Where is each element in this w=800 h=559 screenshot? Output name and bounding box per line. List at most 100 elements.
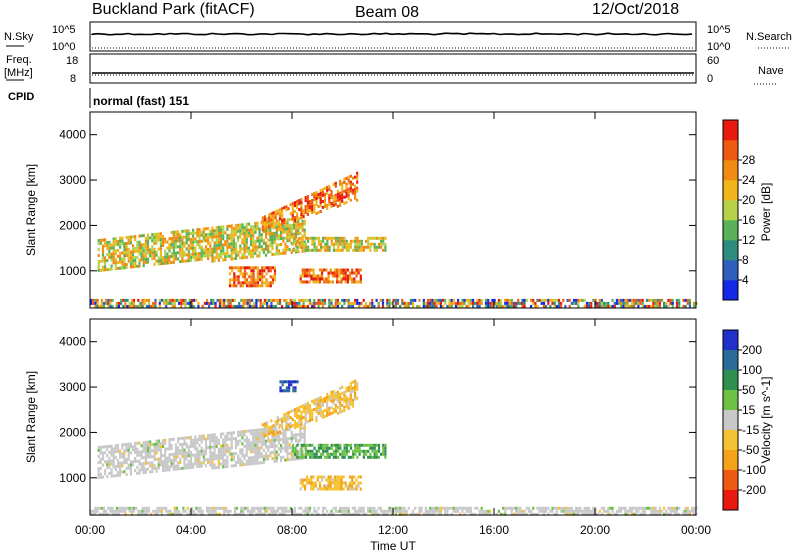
velocity-ylabel: Slant Range [km] [24, 371, 38, 463]
time-tick-label-6: 00:00 [681, 523, 711, 537]
freq-tick-bottom: 8 [70, 73, 76, 85]
power-axis: 1000 2000 3000 4000 [59, 112, 697, 308]
velocity-colorbar-segment-8 [723, 470, 738, 491]
search-tick-bottom: 10^0 [707, 41, 731, 53]
velocity-ytick-label-3000: 3000 [59, 380, 86, 394]
power-echo-region-5 [292, 236, 387, 252]
velocity-colorbar-segment-2 [723, 350, 738, 371]
power-echoes [90, 171, 698, 308]
velocity-colorbar-label-text: Velocity [m s^-1] [759, 377, 773, 464]
date-title: 12/Oct/2018 [592, 1, 679, 18]
time-tick-label-1: 04:00 [176, 523, 206, 537]
cpid-label: CPID [8, 91, 34, 103]
velocity-colorbar-label: Velocity [m s^-1] [759, 377, 773, 464]
time-tick-label-4: 16:00 [479, 523, 509, 537]
power-echo-region-1 [90, 298, 698, 308]
time-xlabel: Time UT [370, 539, 416, 553]
power-panel: 1000 2000 3000 4000 Slant Range [km] [24, 111, 698, 309]
velocity-panel-frame [89, 318, 697, 516]
sky-label: N.Sky [4, 31, 34, 43]
power-colorbar-frame [722, 119, 739, 301]
sky-tick-top: 10^5 [52, 24, 76, 36]
velocity-colorbar-tick-label-2: 50 [742, 383, 756, 397]
velocity-axis: 1000 2000 3000 4000 [59, 319, 697, 515]
velocity-colorbar-segment-7 [723, 450, 738, 471]
velocity-echo-region-2 [97, 423, 306, 479]
velocity-colorbar-segment-9 [723, 490, 738, 511]
power-colorbar-segment-8 [723, 140, 738, 161]
freq-label-2: [MHz] [4, 67, 33, 79]
power-colorbar-tick-label-4: 20 [742, 193, 756, 207]
station-title: Buckland Park (fitACF) [92, 1, 255, 18]
power-echo-region-4 [261, 171, 359, 232]
power-colorbar-tick-label-3: 16 [742, 213, 756, 227]
power-ytick-label-1000: 1000 [59, 264, 86, 278]
velocity-echo-region-4 [279, 380, 299, 393]
velocity-echoes [90, 379, 698, 516]
power-panel-frame [89, 111, 697, 309]
beam-title: Beam 08 [355, 4, 419, 21]
power-ylabel: Slant Range [km] [24, 164, 38, 256]
power-colorbar-tick-label-6: 28 [742, 153, 756, 167]
velocity-colorbar-tick-label-4: -15 [742, 423, 760, 437]
power-colorbar-segment-7 [723, 160, 738, 181]
velocity-colorbar-tick-label-6: -100 [742, 463, 766, 477]
velocity-colorbar-segment-6 [723, 430, 738, 451]
freq-panel-frame [89, 53, 697, 84]
velocity-echo-region-6 [299, 475, 362, 491]
velocity-colorbar-segment-3 [723, 370, 738, 391]
power-echo-region-6 [299, 268, 362, 284]
velocity-ytick-label-4000: 4000 [59, 335, 86, 349]
power-ytick-label-3000: 3000 [59, 173, 86, 187]
velocity-ytick-label-1000: 1000 [59, 471, 86, 485]
power-colorbar-tick-label-0: 4 [742, 273, 749, 287]
power-colorbar-segment-2 [723, 260, 738, 281]
power-colorbar-label: Power [dB] [759, 183, 773, 242]
velocity-colorbar-tick-label-1: 100 [742, 363, 762, 377]
velocity-colorbar-frame [722, 329, 739, 511]
velocity-colorbar: 200 100 50 15 -15 -50 -100 -200 [722, 329, 766, 511]
search-tick-top: 10^5 [707, 24, 731, 36]
cpid-value: normal (fast) 151 [93, 94, 189, 108]
power-colorbar-segment-9 [723, 120, 738, 141]
freq-tick-top: 18 [66, 55, 78, 67]
nave-label: Nave [758, 65, 784, 77]
velocity-echo-region-3 [261, 379, 359, 438]
time-axis: 00:00 04:00 08:00 12:00 16:00 20:00 00:00 [75, 523, 711, 537]
power-colorbar: 4 8 12 16 20 24 28 [722, 119, 756, 301]
power-colorbar-segment-6 [723, 180, 738, 201]
velocity-colorbar-tick-label-7: -200 [742, 483, 766, 497]
velocity-colorbar-segment-5 [723, 410, 738, 431]
power-echo-region-2 [97, 216, 306, 272]
freq-label-1: Freq. [6, 54, 32, 66]
velocity-colorbar-tick-label-5: -50 [742, 443, 760, 457]
velocity-ytick-label-2000: 2000 [59, 425, 86, 439]
time-tick-label-5: 20:00 [580, 523, 610, 537]
nave-tick-top: 60 [707, 55, 719, 67]
velocity-colorbar-segment-1 [723, 330, 738, 351]
power-colorbar-segment-3 [723, 240, 738, 261]
time-tick-label-0: 00:00 [75, 523, 105, 537]
velocity-colorbar-tick-label-0: 200 [742, 343, 762, 357]
sky-tick-bottom: 10^0 [52, 41, 76, 53]
velocity-echo-region-1 [90, 506, 698, 516]
sky-trace [91, 32, 693, 36]
power-ytick-label-4000: 4000 [59, 128, 86, 142]
power-echo-region-3 [228, 266, 277, 288]
power-colorbar-tick-label-2: 12 [742, 233, 756, 247]
velocity-colorbar-segment-4 [723, 390, 738, 411]
velocity-panel: 1000 2000 3000 4000 Slant Range [km] [24, 318, 698, 516]
velocity-colorbar-tick-label-3: 15 [742, 403, 756, 417]
time-tick-label-2: 08:00 [277, 523, 307, 537]
nave-tick-bottom: 0 [707, 73, 713, 85]
power-colorbar-tick-label-1: 8 [742, 253, 749, 267]
velocity-echo-region-5 [292, 443, 387, 459]
power-colorbar-segment-1 [723, 280, 738, 301]
power-colorbar-segment-5 [723, 200, 738, 221]
time-tick-label-3: 12:00 [378, 523, 408, 537]
sky-panel-frame [89, 21, 697, 52]
power-colorbar-segment-4 [723, 220, 738, 241]
power-ytick-label-2000: 2000 [59, 218, 86, 232]
search-label: N.Search [746, 31, 792, 43]
